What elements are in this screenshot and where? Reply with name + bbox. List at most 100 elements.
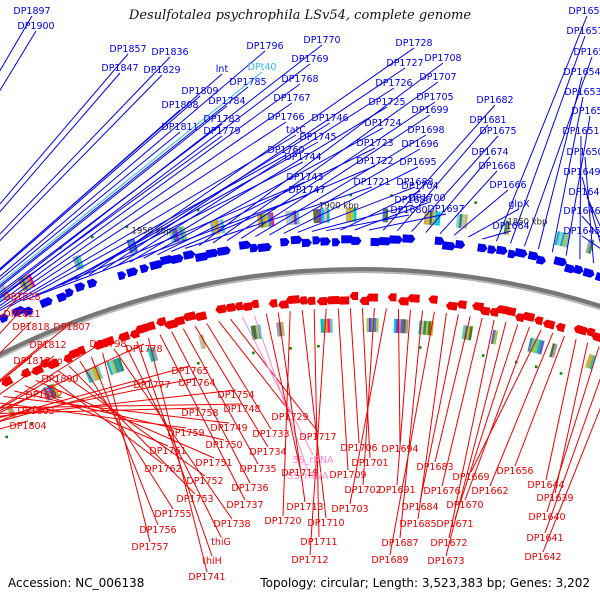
leader-line (255, 134, 427, 237)
leader-line (425, 156, 491, 233)
leader-line (88, 47, 415, 276)
leader-line (283, 166, 419, 234)
forward-gene (507, 249, 517, 259)
leader-line (241, 316, 314, 456)
forward-gene (379, 237, 392, 246)
forward-gene-label: DP1664 (492, 221, 529, 232)
leader-line (194, 325, 269, 448)
forward-gene (301, 238, 312, 248)
marker-dot (349, 193, 353, 197)
marker-dot (196, 208, 200, 212)
cog-block (429, 210, 433, 226)
forward-gene-label: DP1649 (563, 167, 600, 178)
cog-block (117, 357, 125, 372)
forward-gene-label: DP1707 (419, 72, 456, 83)
forward-gene-label: DP1698 (407, 125, 444, 136)
gene-features (0, 15, 600, 573)
reverse-gene-label: DP1703 (331, 504, 368, 515)
cog-block (72, 256, 80, 271)
reverse-gene-label: DP1800 (41, 374, 78, 385)
forward-gene-label: DP1695 (399, 157, 436, 168)
forward-gene-label: DP1650 (566, 147, 600, 158)
leader-line (453, 189, 509, 236)
forward-gene-label: DP1725 (368, 97, 405, 108)
reverse-gene-label: DP1813 (13, 356, 50, 367)
marker-dot (481, 354, 485, 357)
reverse-gene (325, 296, 340, 305)
reverse-gene-label: DP1641 (526, 533, 563, 544)
forward-gene (573, 264, 584, 275)
leader-line (0, 109, 181, 270)
cog-block (466, 325, 471, 341)
leader-line (0, 420, 29, 430)
reverse-gene-label: DP1754 (217, 390, 254, 401)
reverse-gene-label: DP1691 (378, 485, 415, 496)
reverse-gene (456, 300, 467, 310)
reverse-gene (428, 295, 438, 304)
forward-gene (477, 243, 488, 253)
cog-block (86, 368, 95, 383)
cog-block (95, 365, 104, 380)
forward-gene (56, 292, 68, 303)
leader-line (0, 95, 201, 271)
forward-gene-label: tatC (286, 125, 306, 136)
forward-gene-label: DP1704 (401, 181, 438, 192)
reverse-gene-label: DP1683 (416, 462, 453, 473)
cog-block (151, 346, 159, 361)
cog-block (423, 210, 428, 225)
cog-block (276, 322, 281, 337)
cog-block (562, 232, 569, 248)
reverse-gene (194, 311, 208, 322)
leader-line (581, 215, 600, 238)
leader-line (0, 86, 249, 286)
leader-line (419, 314, 459, 503)
reverse-gene-label: DP1684 (401, 502, 438, 513)
cog-block (89, 367, 97, 382)
reverse-gene (21, 367, 32, 378)
reverse-gene-label: DP1642 (524, 552, 561, 563)
forward-gene-label: lnt (216, 64, 229, 75)
backbone-highlight (0, 271, 600, 359)
reverse-gene-label: DP1761 (149, 446, 186, 457)
cog-block (434, 211, 439, 226)
leader-line (0, 373, 61, 410)
leader-line (171, 165, 376, 252)
reverse-gene-label: DP1752 (186, 476, 223, 487)
reverse-gene-label: DP1676 (423, 486, 460, 497)
leader-line (0, 379, 153, 422)
forward-gene-label: DP1653 (564, 87, 600, 98)
reverse-gene-label: DP1709 (329, 470, 366, 481)
cog-block (395, 318, 400, 333)
marker-dot (317, 344, 320, 348)
forward-gene-label: DP1680 (390, 205, 427, 216)
leader-line (0, 338, 109, 409)
reverse-gene (445, 301, 458, 311)
reverse-gene-label: DP1733 (252, 429, 289, 440)
reverse-gene-label: DP1717 (299, 432, 336, 443)
reverse-gene-label: DP1804 (9, 421, 46, 432)
forward-gene (182, 250, 196, 260)
reverse-gene (504, 306, 517, 317)
leader-line (586, 196, 600, 227)
cog-block (461, 325, 467, 340)
leader-line (349, 308, 387, 505)
forward-gene-label: DP1727 (386, 58, 423, 69)
kbp-tick-label: 1850 kbp (507, 217, 547, 227)
forward-gene-label: DP1724 (364, 118, 401, 129)
reverse-gene-label: DP1738 (213, 519, 250, 530)
forward-gene-label: DP1652 (571, 106, 600, 117)
leader-line (397, 308, 401, 445)
cog-block (557, 231, 563, 246)
map-title: Desulfotalea psychrophila LSv54, complet… (128, 8, 472, 23)
leader-line (198, 62, 444, 246)
leader-line (514, 335, 565, 467)
cog-block (425, 320, 430, 336)
reverse-gene-label: DP1750 (205, 440, 242, 451)
leader-line (337, 308, 349, 471)
forward-gene-label: DP1708 (424, 53, 461, 64)
forward-gene (280, 237, 290, 247)
cog-block (431, 211, 436, 226)
cog-block (108, 360, 116, 375)
reverse-gene-label: DP1762 (144, 464, 181, 475)
reverse-gene-label: DP1640 (528, 512, 565, 523)
